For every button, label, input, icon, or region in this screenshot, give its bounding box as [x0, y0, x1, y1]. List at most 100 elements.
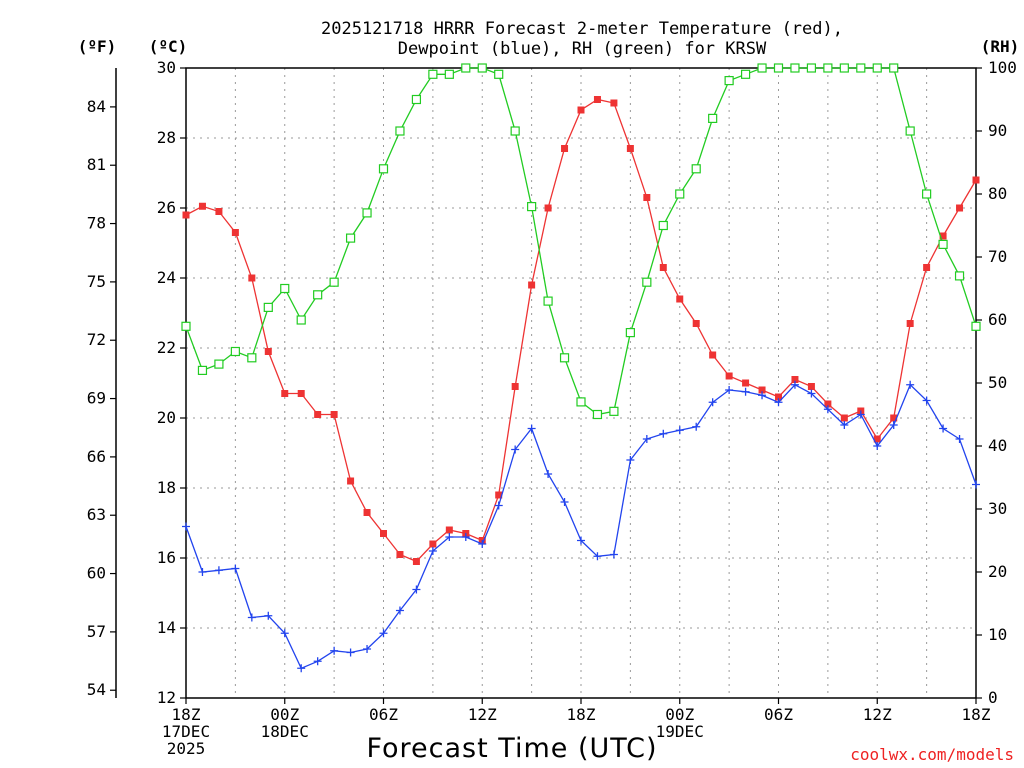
dewpoint-point: [511, 445, 520, 454]
temperature-point: [347, 477, 355, 485]
temperature-point: [330, 411, 338, 418]
dewpoint-point: [972, 480, 980, 489]
rh-point: [889, 63, 899, 73]
rh-point: [708, 113, 718, 124]
rh-point: [345, 233, 356, 243]
temperature-point: [791, 376, 799, 383]
temperature-point: [758, 386, 766, 394]
rh-point: [576, 397, 586, 407]
rh-point: [329, 277, 339, 287]
rh-point: [378, 164, 389, 174]
grid-lines: [186, 68, 976, 698]
temperature-point: [396, 551, 404, 558]
rh-point: [724, 75, 734, 86]
x-tick-label: 12Z: [863, 705, 892, 724]
temperature-point: [956, 204, 964, 212]
temperature-point: [824, 400, 832, 408]
dewpoint-point: [692, 422, 701, 431]
rh-tick-label: 40: [988, 436, 1007, 455]
rh-point: [872, 63, 882, 73]
dewpoint-point: [445, 533, 454, 541]
temperature-point: [264, 348, 272, 355]
x-tick-label: 18Z: [962, 705, 991, 724]
rh-point: [543, 296, 553, 306]
rh-point: [214, 359, 224, 369]
temperature-point: [215, 208, 223, 215]
fahrenheit-tick-label: 75: [87, 272, 106, 291]
temperature-point: [198, 202, 206, 210]
temperature-point: [363, 509, 371, 516]
dewpoint-point: [544, 470, 553, 478]
dewpoint-point: [379, 629, 388, 638]
dewpoint-point: [922, 396, 931, 405]
rh-unit-label: (RH): [981, 37, 1020, 56]
temperature-point: [923, 264, 931, 271]
dewpoint-point: [363, 645, 372, 653]
rh-point: [527, 202, 537, 212]
rh-point: [609, 406, 619, 416]
fahrenheit-tick-label: 54: [87, 680, 106, 699]
fahrenheit-tick-label: 81: [87, 155, 106, 174]
fahrenheit-tick-label: 78: [87, 214, 106, 233]
rh-point: [296, 315, 306, 325]
rh-tick-label: 20: [988, 562, 1007, 581]
rh-tick-label: 0: [988, 688, 998, 707]
temperature-point: [231, 229, 239, 236]
dewpoint-point: [626, 456, 635, 464]
dewpoint-point: [198, 568, 207, 576]
rh-tick-label: 30: [988, 499, 1007, 518]
chart-title: 2025121718 HRRR Forecast 2-meter Tempera…: [321, 19, 843, 59]
dewpoint-point: [280, 629, 289, 638]
rh-point: [477, 63, 487, 73]
rh-point: [675, 189, 685, 199]
rh-point: [625, 328, 635, 338]
rh-point: [922, 189, 932, 199]
celsius-tick-label: 26: [157, 198, 176, 217]
rh-tick-label: 10: [988, 625, 1007, 644]
dewpoint-point: [758, 391, 767, 400]
celsius-tick-label: 30: [157, 58, 176, 77]
temperature-point: [412, 558, 420, 565]
x-tick-label: 06Z: [764, 705, 793, 724]
dewpoint-point: [856, 410, 865, 419]
rh-series: [181, 63, 981, 420]
dewpoint-point: [675, 426, 684, 435]
fahrenheit-tick-label: 72: [87, 330, 106, 349]
rh-point: [740, 69, 751, 79]
rh-point: [823, 63, 833, 73]
temperature-point: [742, 379, 750, 387]
chart-title-line-1: 2025121718 HRRR Forecast 2-meter Tempera…: [321, 19, 843, 39]
temperature-point: [610, 99, 618, 107]
rh-tick-label: 80: [988, 184, 1007, 203]
dewpoint-point: [840, 421, 849, 429]
rh-point: [905, 126, 915, 136]
celsius-tick-label: 16: [157, 548, 176, 567]
dewpoint-point: [939, 424, 948, 433]
temperature-point: [577, 106, 585, 114]
fahrenheit-tick-label: 66: [87, 447, 106, 466]
rh-point: [691, 164, 701, 174]
rh-point: [494, 69, 504, 79]
temperature-point: [528, 281, 536, 289]
rh-point: [559, 353, 570, 363]
rh-point: [658, 220, 668, 231]
temperature-point: [725, 372, 733, 380]
x-tick-label: 18Z: [567, 705, 596, 724]
dewpoint-point: [823, 405, 832, 414]
site-credit: coolwx.com/models: [850, 745, 1014, 764]
temperature-point: [561, 145, 569, 152]
temperature-line: [185, 98, 977, 563]
dewpoint-point: [774, 398, 783, 407]
temperature-point: [659, 264, 667, 271]
rh-point: [938, 239, 948, 249]
celsius-tick-label: 24: [157, 268, 176, 287]
dewpoint-point: [906, 380, 915, 389]
rh-point: [362, 208, 372, 218]
rh-point: [856, 63, 866, 73]
dewpoint-point: [560, 498, 569, 506]
rh-point: [839, 63, 849, 73]
fahrenheit-tick-label: 60: [87, 564, 106, 583]
x-tick-label: 17DEC: [162, 722, 210, 741]
dewpoint-point: [330, 646, 339, 655]
rh-point: [510, 126, 520, 136]
